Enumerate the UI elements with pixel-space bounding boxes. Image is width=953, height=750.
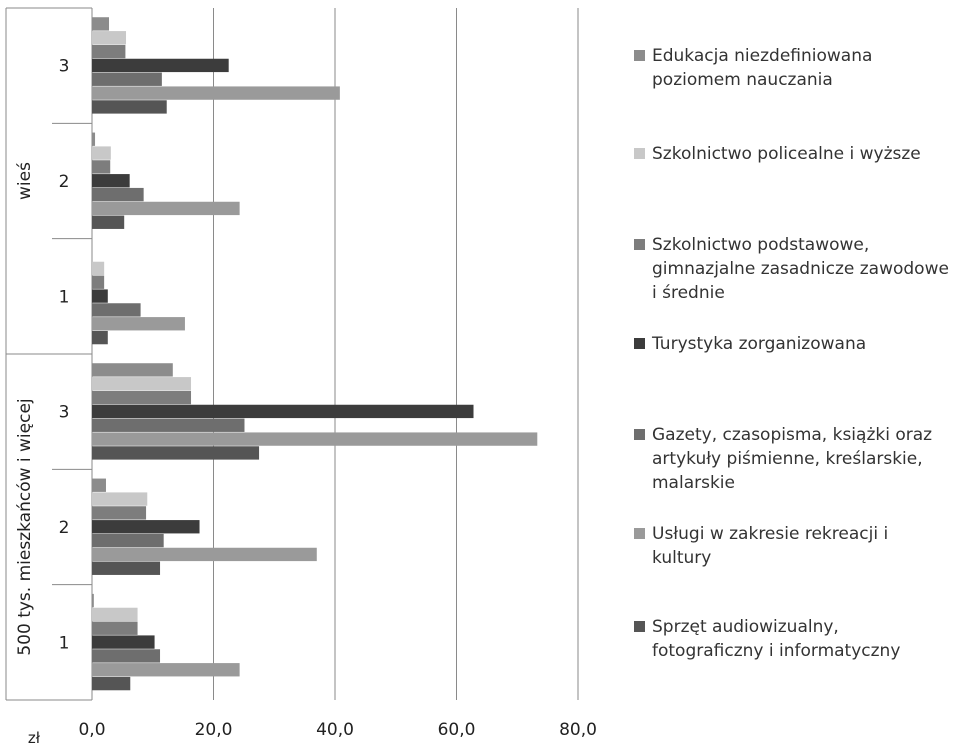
legend-item: Edukacja niezdefiniowana poziomem naucza…	[634, 44, 952, 92]
bar	[92, 31, 126, 44]
legend-label: Gazety, czasopisma, książki oraz artykuł…	[652, 423, 952, 495]
bar	[92, 262, 104, 275]
bar	[92, 492, 147, 505]
bar	[92, 405, 474, 418]
bar	[92, 377, 191, 390]
bar	[92, 160, 110, 173]
bar	[92, 594, 94, 607]
legend-label: Turystyka zorganizowana	[652, 332, 952, 356]
bar	[92, 188, 144, 201]
legend-swatch	[634, 429, 645, 440]
chart-legend: Edukacja niezdefiniowana poziomem naucza…	[634, 0, 949, 700]
legend-label: Szkolnictwo policealne i wyższe	[652, 142, 952, 166]
bar	[92, 45, 125, 58]
bar	[92, 100, 167, 113]
bar	[92, 635, 155, 648]
legend-swatch	[634, 338, 645, 349]
bar	[92, 446, 259, 459]
bar	[92, 146, 111, 159]
category-label: 2	[59, 172, 70, 192]
bar	[92, 73, 162, 86]
legend-item: Szkolnictwo podstawowe, gimnazjalne zasa…	[634, 233, 952, 305]
bar	[92, 276, 104, 289]
x-tick-label: 20,0	[195, 720, 233, 740]
bar	[92, 534, 164, 547]
bar	[92, 17, 109, 30]
bar	[92, 432, 537, 445]
bar	[92, 562, 160, 575]
bar	[92, 289, 108, 302]
legend-item: Szkolnictwo policealne i wyższe	[634, 142, 952, 166]
category-label: 1	[59, 633, 70, 653]
bar	[92, 649, 160, 662]
bar	[92, 86, 340, 99]
legend-item: Gazety, czasopisma, książki oraz artykuł…	[634, 423, 952, 495]
group-label: 500 tys. mieszkańców i więcej	[15, 398, 35, 655]
legend-label: Usługi w zakresie rekreacji i kultury	[652, 522, 952, 570]
bar	[92, 520, 200, 533]
bar	[92, 59, 229, 72]
category-label: 1	[59, 287, 70, 307]
bar	[92, 216, 124, 229]
bar	[92, 479, 106, 492]
bar	[92, 331, 108, 344]
category-label: 3	[59, 57, 70, 77]
legend-swatch	[634, 239, 645, 250]
x-tick-label: 0,0	[78, 720, 105, 740]
x-axis-label: zł	[28, 729, 41, 746]
bar	[92, 677, 130, 690]
legend-item: Sprzęt audiowizualny, fotograficzny i in…	[634, 615, 952, 663]
legend-swatch	[634, 148, 645, 159]
legend-item: Usługi w zakresie rekreacji i kultury	[634, 522, 952, 570]
bar	[92, 663, 240, 676]
bar	[92, 608, 138, 621]
x-tick-label: 60,0	[438, 720, 476, 740]
legend-item: Turystyka zorganizowana	[634, 332, 952, 356]
bar	[92, 202, 240, 215]
bar	[92, 419, 244, 432]
legend-swatch	[634, 50, 645, 61]
legend-label: Sprzęt audiowizualny, fotograficzny i in…	[652, 615, 952, 663]
legend-swatch	[634, 621, 645, 632]
bar	[92, 363, 173, 376]
bar	[92, 548, 317, 561]
x-tick-label: 80,0	[559, 720, 597, 740]
legend-label: Szkolnictwo podstawowe, gimnazjalne zasa…	[652, 233, 952, 305]
x-tick-label: 40,0	[316, 720, 354, 740]
bar	[92, 506, 146, 519]
bar	[92, 174, 130, 187]
group-label: wieś	[15, 162, 35, 200]
legend-swatch	[634, 528, 645, 539]
legend-label: Edukacja niezdefiniowana poziomem naucza…	[652, 44, 952, 92]
bar	[92, 622, 138, 635]
category-label: 3	[59, 403, 70, 423]
bar	[92, 133, 95, 146]
bar	[92, 391, 191, 404]
category-label: 2	[59, 518, 70, 538]
bar	[92, 317, 185, 330]
bar	[92, 303, 141, 316]
